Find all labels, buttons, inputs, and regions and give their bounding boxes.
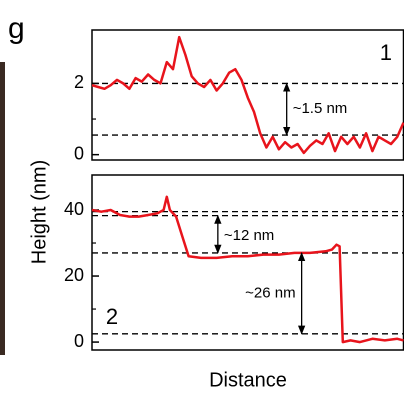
annotation-label: ~12 nm [224, 227, 274, 244]
neighbor-image-edge [0, 62, 5, 355]
data-line [92, 197, 404, 342]
y-tick-label: 2 [74, 72, 84, 92]
y-tick-label: 0 [74, 331, 84, 351]
panel-label: g [8, 12, 25, 45]
x-axis-label: Distance [209, 369, 287, 391]
figure: g Height (nm) Distance 0 2 ~1.5 nm 1 0 20 40 ~1… [0, 0, 404, 395]
y-tick-label: 40 [64, 199, 84, 219]
annotation-label: ~1.5 nm [293, 100, 348, 117]
y-axis-label: Height (nm) [28, 160, 50, 264]
plot-number: 1 [380, 40, 392, 65]
y-tick-label: 20 [64, 265, 84, 285]
annotation-label: ~26 nm [245, 284, 295, 301]
plot-number: 2 [106, 304, 118, 329]
plot-frame [92, 175, 404, 350]
y-tick-label: 0 [74, 143, 84, 163]
